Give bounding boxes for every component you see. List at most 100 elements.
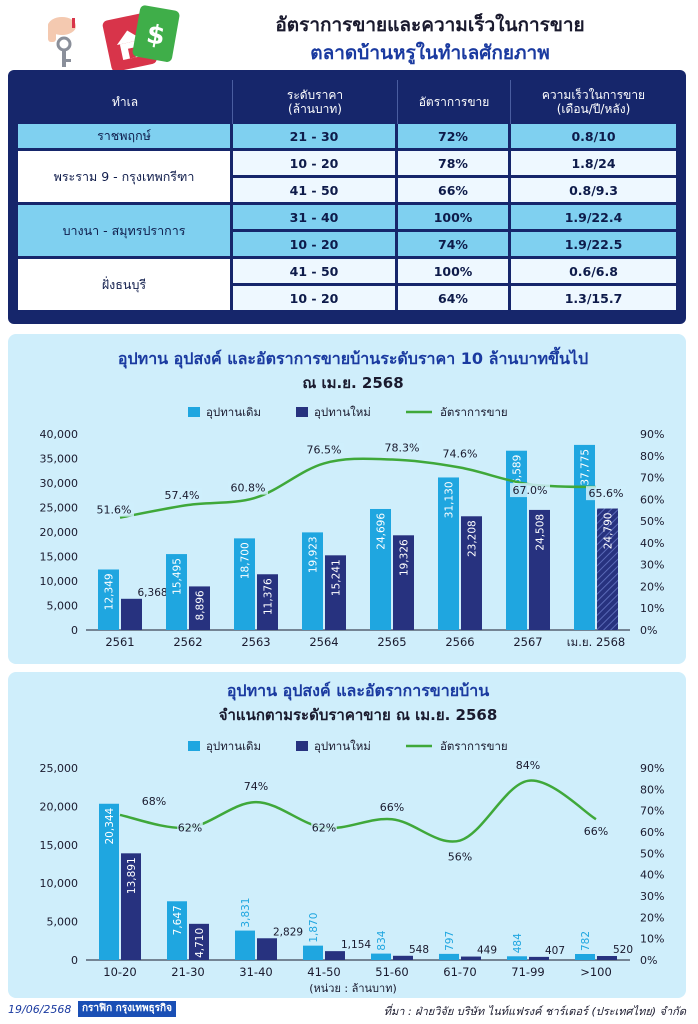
bar-new-supply [121, 853, 141, 960]
rate-label: 84% [516, 759, 540, 772]
cell-location: พระราม 9 - กรุงเทพกรีฑา [18, 151, 233, 205]
chart-subtitle: ณ เม.ย. 2568 [302, 374, 403, 392]
data-label-old: 1,870 [308, 913, 320, 943]
y2-tick-label: 30% [640, 890, 664, 903]
y-tick-label: 25,000 [40, 502, 79, 515]
bar-new-supply [597, 508, 618, 630]
rate-label-bg [94, 502, 134, 517]
bar-old-supply [166, 554, 187, 630]
y2-tick-label: 70% [640, 805, 664, 818]
bar-new-supply [393, 955, 413, 960]
brand-logo: กราฟิก กรุงเทพธุรกิจ [78, 1001, 176, 1017]
bar-old-supply [99, 803, 119, 960]
table-row: 41 - 50 66% 0.8/9.3 [18, 178, 676, 205]
x-tick-label: >100 [580, 965, 612, 979]
y2-tick-label: 90% [640, 428, 664, 441]
bar-new-supply [597, 956, 617, 960]
rate-label: 66% [380, 801, 404, 814]
x-tick-label: 2564 [309, 635, 338, 649]
bar-new-supply [189, 923, 209, 960]
rate-label: 74% [244, 780, 268, 793]
data-label-old: 12,349 [104, 573, 116, 610]
legend-swatch-new [296, 741, 308, 751]
y2-tick-label: 50% [640, 847, 664, 860]
y-tick-label: 20,000 [40, 800, 79, 813]
y-tick-label: 30,000 [40, 477, 79, 490]
table-row: ฝั่งธนบุรี 41 - 50 100% 0.6/6.8 [18, 259, 676, 313]
y2-tick-label: 50% [640, 515, 664, 528]
y2-tick-label: 0% [640, 624, 657, 637]
y2-tick-label: 20% [640, 911, 664, 924]
data-label-old: 37,775 [580, 449, 592, 486]
table-row: บางนา - สมุทรปราการ 31 - 40 100% 1.9/22.4 [18, 205, 676, 259]
rate-label-bg [586, 486, 626, 501]
bar-new-supply [189, 586, 210, 630]
data-label-new: 15,241 [331, 559, 343, 596]
cell-price: 21 - 30 [233, 124, 398, 151]
x-tick-label: 31-40 [239, 965, 272, 979]
y-tick-label: 5,000 [47, 600, 79, 613]
y-tick-label: 15,000 [40, 839, 79, 852]
rate-label-bg [162, 487, 202, 502]
cell-speed: 1.3/15.7 [511, 286, 676, 313]
y2-tick-label: 80% [640, 450, 664, 463]
rate-label: 51.6% [97, 504, 132, 517]
data-label-new: 407 [545, 945, 565, 957]
y2-tick-label: 40% [640, 869, 664, 882]
column-header-price: ระดับราคา (ล้านบาท) [233, 80, 398, 124]
cell-location: ราชพฤกษ์ [18, 124, 233, 151]
y-tick-label: 10,000 [40, 877, 79, 890]
rate-label-bg [379, 800, 405, 815]
legend-label-old: อุปทานเดิม [206, 739, 261, 753]
y2-tick-label: 60% [640, 826, 664, 839]
sales-rate-table-panel: ทำเล ระดับราคา (ล้านบาท) อัตราการขาย ความ… [8, 70, 686, 324]
cell-price: 41 - 50 [233, 178, 398, 205]
rate-label-bg [141, 793, 167, 808]
supply-demand-by-price-chart: อุปทาน อุปสงค์ และอัตราการขายบ้านจำแนกตา… [40, 681, 665, 995]
cell-rate: 64% [398, 286, 511, 313]
bar-old-supply [302, 532, 323, 630]
cell-price: 41 - 50 [233, 259, 398, 286]
table-row: 10 - 20 64% 1.3/15.7 [18, 286, 676, 313]
rate-label-bg [228, 480, 268, 495]
cell-speed: 1.9/22.4 [511, 205, 676, 232]
bar-old-supply [507, 956, 527, 960]
table-row: 10 - 20 74% 1.9/22.5 [18, 232, 676, 259]
x-tick-label: 10-20 [103, 965, 136, 979]
y-tick-label: 10,000 [40, 575, 79, 588]
bar-old-supply [371, 953, 391, 960]
x-tick-label: 61-70 [443, 965, 476, 979]
chart-title: อุปทาน อุปสงค์ และอัตราการขายบ้าน [227, 681, 489, 701]
legend-swatch-old [188, 741, 200, 751]
cell-rate: 100% [398, 205, 511, 232]
data-label-new: 548 [409, 944, 429, 956]
y2-tick-label: 60% [640, 493, 664, 506]
x-tick-label: 71-99 [511, 965, 544, 979]
y-tick-label: 0 [71, 624, 78, 637]
y-tick-label: 20,000 [40, 526, 79, 539]
cell-speed: 0.6/6.8 [511, 259, 676, 286]
data-label-old: 484 [512, 933, 524, 953]
bar-old-supply [438, 477, 459, 630]
legend-label-new: อุปทานใหม่ [314, 405, 371, 419]
bar-old-supply [167, 901, 187, 960]
data-label-new: 24,790 [603, 513, 615, 550]
sales-rate-line [119, 457, 597, 519]
rate-label: 62% [178, 822, 202, 835]
legend-label-old: อุปทานเดิม [206, 405, 261, 419]
cell-speed: 0.8/10 [511, 124, 676, 151]
bar-new-supply [529, 509, 550, 630]
supply-demand-by-year-chart: อุปทาน อุปสงค์ และอัตราการขายบ้านระดับรา… [40, 346, 665, 649]
rate-label: 78.3% [385, 441, 420, 454]
rate-label-bg [382, 440, 422, 455]
cell-speed: 1.9/22.5 [511, 232, 676, 259]
rate-label: 57.4% [165, 489, 200, 502]
rate-label-bg [304, 442, 344, 457]
cell-rate: 72% [398, 124, 511, 151]
data-label-old: 7,647 [172, 905, 184, 935]
legend-swatch-old [188, 407, 200, 417]
rate-label: 66% [584, 825, 608, 838]
bar-new-supply [325, 555, 346, 630]
data-label-old: 24,696 [376, 513, 388, 550]
